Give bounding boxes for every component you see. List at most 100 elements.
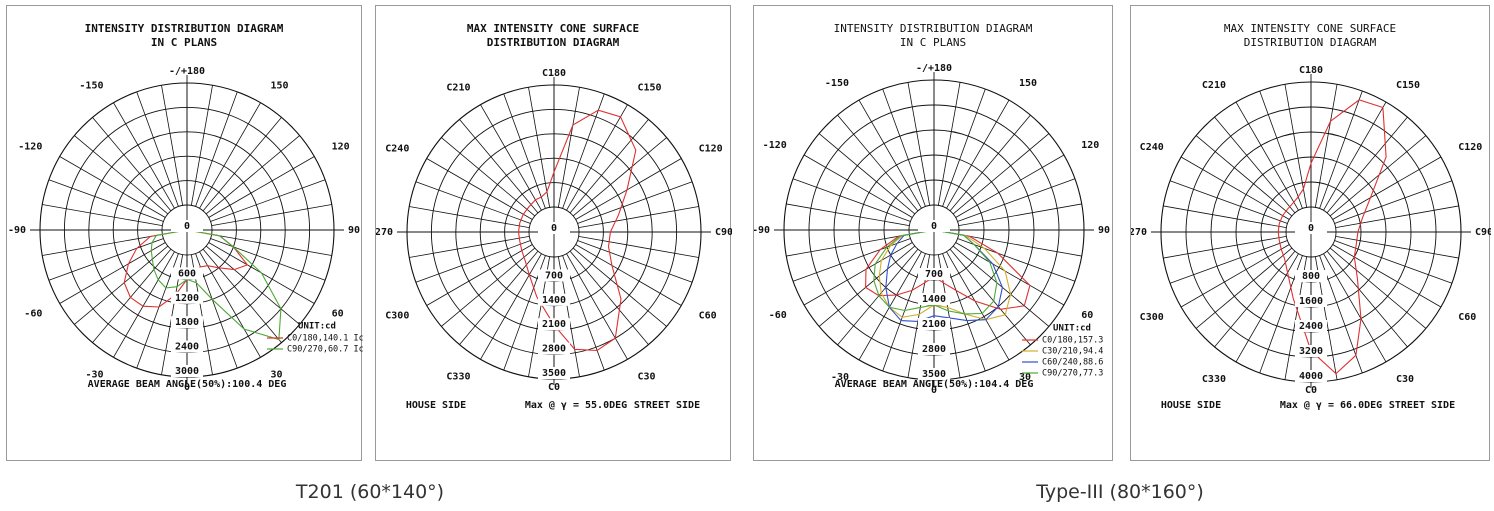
radial-label-bg — [918, 318, 950, 330]
radial-label-bg — [171, 340, 203, 353]
angle-label: 150 — [271, 80, 289, 91]
legend-label: C90/270,60.7 Ic:2933 — [287, 345, 363, 355]
grid-spoke — [113, 251, 175, 358]
radial-label: 0 — [1308, 223, 1314, 234]
radial-label-bg — [538, 342, 570, 355]
radial-label-bg — [171, 365, 203, 377]
grid-spoke — [957, 178, 1076, 222]
grid-spoke — [569, 119, 649, 214]
grid-spoke — [562, 93, 605, 209]
angle-label: C90 — [1475, 227, 1491, 238]
angle-label: C30 — [1396, 374, 1414, 385]
grid-spoke — [1180, 156, 1290, 220]
grid-spoke — [946, 99, 1010, 209]
grid-spoke — [858, 99, 922, 209]
grid-spoke — [937, 82, 961, 206]
grid-spoke — [74, 245, 169, 325]
series-line — [885, 229, 1003, 322]
grid-spoke — [1195, 135, 1293, 217]
grid-spoke — [942, 88, 986, 207]
footer-street-side: STREET SIDE — [634, 400, 700, 411]
radial-label: 2800 — [542, 344, 566, 355]
radial-label: 2400 — [1299, 321, 1323, 332]
grid-spoke — [409, 206, 530, 229]
grid-spoke — [480, 253, 542, 360]
grid-spoke — [578, 235, 699, 258]
grid-spoke — [1284, 84, 1308, 208]
grid-spoke — [1335, 235, 1459, 259]
radial-label-bg — [918, 293, 950, 305]
angle-label: C60 — [699, 311, 717, 322]
angle-label: -/+180 — [916, 63, 952, 74]
angle-label: -120 — [18, 142, 42, 153]
grid-spoke — [503, 93, 546, 209]
radial-label-bg — [538, 222, 570, 234]
grid-spoke — [1235, 253, 1299, 363]
grid-spoke — [74, 135, 169, 215]
angle-label: C150 — [638, 82, 662, 93]
panel-intensity-2: INTENSITY DISTRIBUTION DIAGRAM IN C PLAN… — [753, 5, 1113, 461]
grid-spoke — [59, 156, 166, 218]
angle-label: -120 — [763, 140, 787, 151]
grid-spoke — [957, 238, 1076, 282]
radial-label-bg — [1295, 270, 1327, 282]
grid-spoke — [786, 203, 910, 227]
angle-label: -/+180 — [169, 66, 205, 77]
title-line-1: MAX INTENSITY CONE SURFACE — [1223, 22, 1397, 35]
radial-label: 0 — [931, 221, 937, 232]
angle-label: 120 — [332, 142, 350, 153]
grid-spoke — [952, 133, 1050, 215]
radial-label: 2100 — [542, 319, 566, 330]
angle-label: C270 — [1131, 227, 1147, 238]
footer-max-gamma: Max @ γ = 55.0DEG — [525, 400, 627, 411]
grid-spoke — [42, 233, 163, 256]
grid-spoke — [577, 181, 693, 224]
grid-spoke — [92, 248, 172, 343]
angle-label: C30 — [638, 372, 656, 383]
title-line-2: DISTRIBUTION DIAGRAM — [486, 36, 620, 49]
angle-label: C0 — [548, 382, 560, 393]
chart-title: INTENSITY DISTRIBUTION DIAGRAM IN C PLAN… — [754, 22, 1112, 50]
title-line-2: IN C PLANS — [150, 36, 218, 49]
grid-spoke — [949, 248, 1031, 346]
grid-spoke — [1314, 84, 1338, 208]
legend-label: C0/180,140.1 Ic:1819 — [287, 334, 363, 344]
chart-title: MAX INTENSITY CONE SURFACE DISTRIBUTION … — [1131, 22, 1489, 50]
grid-spoke — [1326, 116, 1408, 214]
grid-spoke — [803, 154, 913, 218]
grid-spoke — [1195, 247, 1293, 329]
radial-label-bg — [538, 367, 570, 379]
chart-title: INTENSITY DISTRIBUTION DIAGRAM IN C PLAN… — [7, 22, 361, 50]
legend-label: C30/210,94.4 — [1042, 347, 1103, 357]
title-line-1: INTENSITY DISTRIBUTION DIAGRAM — [833, 22, 1033, 35]
polar-chart-2: C0 C30 C60 C90 C120 C150 C180 C210 C240 C270 C300 C… — [376, 68, 732, 411]
grid-spoke — [211, 204, 332, 227]
angle-label: C90 — [715, 227, 732, 238]
grid-spoke — [1319, 90, 1363, 209]
grid-spoke — [1334, 180, 1453, 224]
radial-label-bg — [1295, 222, 1327, 234]
grid-spoke — [1235, 101, 1299, 211]
grid-spoke — [572, 247, 667, 327]
title-line-1: MAX INTENSITY CONE SURFACE — [466, 22, 640, 35]
radial-label-bg — [538, 318, 570, 331]
legend-label: C60/240,88.6 — [1042, 358, 1103, 368]
grid-spoke — [572, 137, 667, 217]
radial-label: 1400 — [922, 294, 946, 305]
radial-label: 2800 — [922, 344, 946, 355]
grid-spoke — [441, 247, 536, 327]
grid-spoke — [1326, 250, 1408, 348]
angle-label: C240 — [385, 144, 409, 155]
angle-label: 120 — [1081, 140, 1099, 151]
radial-label-bg — [918, 268, 950, 280]
grid-spoke — [955, 154, 1065, 218]
grid-spoke — [837, 248, 919, 346]
grid-spoke — [202, 117, 282, 212]
angle-label: C300 — [1140, 312, 1164, 323]
grid-spoke — [1329, 247, 1427, 329]
footer-street-side: STREET SIDE — [1389, 400, 1455, 411]
footer-house-side: HOUSE SIDE — [1161, 400, 1221, 411]
grid-spoke — [199, 102, 261, 209]
angle-label: -150 — [79, 80, 103, 91]
grid-spoke — [566, 104, 628, 211]
